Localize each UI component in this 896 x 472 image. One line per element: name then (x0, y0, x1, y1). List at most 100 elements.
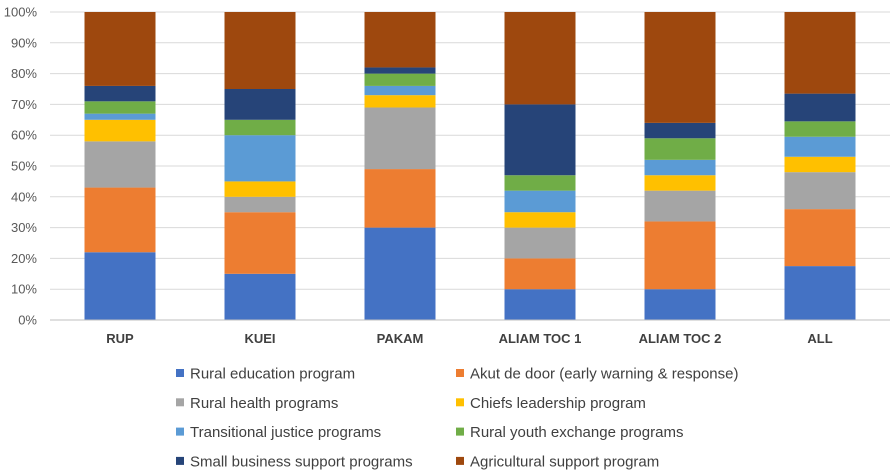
y-tick-label: 50% (11, 159, 37, 174)
bar-segment-akut-de-door-early-warning-response (84, 187, 156, 253)
legend-label: Akut de door (early warning & response) (470, 366, 738, 383)
bar-segment-small-business-support-programs (224, 89, 296, 120)
bar-segment-transitional-justice-programs (364, 85, 436, 96)
bar-segment-akut-de-door-early-warning-response (364, 169, 436, 228)
legend-swatch (176, 427, 184, 436)
legend-label: Rural youth exchange programs (470, 424, 683, 441)
y-tick-label: 30% (11, 220, 37, 235)
bar-segment-rural-education-program (504, 289, 576, 320)
bar-segment-rural-education-program (364, 227, 436, 320)
legend-swatch (176, 369, 184, 377)
legend-label: Rural health programs (190, 395, 338, 412)
y-axis-tick-labels: 0% 10% 20% 30% 40% 50% 60% 70% 80% 90% 100% (4, 5, 38, 328)
bar-stack-kuei (224, 12, 296, 320)
legend-swatch (176, 398, 184, 407)
bar-segment-agricultural-support-program (644, 12, 716, 123)
legend-item: Rural health programs (176, 395, 338, 412)
bar-segment-akut-de-door-early-warning-response (224, 212, 296, 274)
x-category-label: KUEI (244, 331, 275, 346)
legend-item: Agricultural support program (456, 453, 659, 470)
legend-item: Rural education program (176, 366, 355, 383)
bar-segment-small-business-support-programs (84, 85, 156, 102)
bar-segment-rural-health-programs (644, 190, 716, 222)
bar-segment-rural-youth-exchange-programs (364, 73, 436, 86)
bar-segment-small-business-support-programs (504, 104, 576, 176)
bar-segment-rural-youth-exchange-programs (784, 121, 856, 137)
bar-stack-all (784, 12, 856, 320)
y-tick-label: 100% (4, 5, 38, 20)
bar-segment-transitional-justice-programs (224, 135, 296, 182)
legend-swatch (456, 456, 464, 465)
y-tick-label: 20% (11, 251, 37, 266)
bar-segment-small-business-support-programs (644, 122, 716, 139)
bar-segment-rural-education-program (84, 252, 156, 320)
bar-segment-chiefs-leadership-program (84, 119, 156, 142)
legend-item: Transitional justice programs (176, 424, 381, 441)
bar-segment-rural-health-programs (784, 172, 856, 210)
bar-segment-chiefs-leadership-program (364, 95, 436, 108)
bar-segment-chiefs-leadership-program (644, 175, 716, 191)
bar-segment-transitional-justice-programs (784, 136, 856, 157)
bar-segment-agricultural-support-program (784, 12, 856, 94)
legend: Rural education program Akut de door (ear… (176, 366, 738, 470)
x-axis-category-labels: RUP KUEI PAKAM ALIAM TOC 1 ALIAM TOC 2 ALL (106, 331, 832, 346)
bar-segment-rural-health-programs (84, 141, 156, 188)
bar-segment-rural-youth-exchange-programs (644, 138, 716, 160)
bar-segment-akut-de-door-early-warning-response (644, 221, 716, 290)
bar-segment-transitional-justice-programs (84, 113, 156, 120)
legend-item: Akut de door (early warning & response) (456, 366, 738, 383)
bar-segment-small-business-support-programs (364, 67, 436, 74)
bar-segment-rural-education-program (784, 266, 856, 320)
bar-segment-rural-youth-exchange-programs (504, 175, 576, 191)
bar-segments (84, 12, 856, 320)
legend-label: Small business support programs (190, 453, 413, 470)
x-category-label: ALIAM TOC 1 (499, 331, 582, 346)
bar-segment-rural-health-programs (364, 107, 436, 170)
y-tick-label: 40% (11, 189, 37, 204)
bar-segment-agricultural-support-program (364, 12, 436, 68)
legend-swatch (176, 456, 184, 465)
bar-segment-transitional-justice-programs (504, 190, 576, 213)
y-tick-label: 60% (11, 128, 37, 143)
bar-segment-rural-education-program (644, 289, 716, 320)
x-category-label: RUP (106, 331, 134, 346)
bar-stack-aliam-toc-2 (644, 12, 716, 320)
bar-segment-agricultural-support-program (504, 12, 576, 105)
bar-segment-chiefs-leadership-program (504, 212, 576, 228)
bar-segment-agricultural-support-program (84, 12, 156, 86)
legend-label: Agricultural support program (470, 453, 659, 470)
legend-swatch (456, 427, 464, 436)
y-tick-label: 80% (11, 66, 37, 81)
y-tick-label: 0% (18, 313, 37, 328)
x-category-label: ALIAM TOC 2 (639, 331, 722, 346)
legend-item: Chiefs leadership program (456, 395, 646, 412)
x-category-label: ALL (807, 331, 832, 346)
legend-label: Chiefs leadership program (470, 395, 646, 412)
bar-segment-akut-de-door-early-warning-response (504, 258, 576, 290)
bar-stack-aliam-toc-1 (504, 12, 576, 320)
bar-segment-rural-health-programs (504, 227, 576, 259)
bar-segment-chiefs-leadership-program (224, 181, 296, 197)
legend-label: Transitional justice programs (190, 424, 381, 441)
y-tick-label: 90% (11, 35, 37, 50)
bar-segment-rural-youth-exchange-programs (224, 119, 296, 136)
legend-label: Rural education program (190, 366, 355, 383)
bar-segment-rural-health-programs (224, 196, 296, 213)
x-category-label: PAKAM (377, 331, 424, 346)
bar-segment-chiefs-leadership-program (784, 156, 856, 173)
bar-stack-rup (84, 12, 156, 320)
legend-item: Rural youth exchange programs (456, 424, 683, 441)
bar-segment-transitional-justice-programs (644, 159, 716, 176)
bar-segment-small-business-support-programs (784, 93, 856, 122)
legend-item: Small business support programs (176, 453, 413, 470)
bar-segment-agricultural-support-program (224, 12, 296, 89)
y-tick-label: 70% (11, 97, 37, 112)
legend-swatch (456, 398, 464, 407)
bar-stack-pakam (364, 12, 436, 320)
y-tick-label: 10% (11, 282, 37, 297)
gridlines (50, 11, 890, 290)
bar-segment-rural-education-program (224, 273, 296, 320)
legend-swatch (456, 369, 464, 377)
bar-segment-rural-youth-exchange-programs (84, 101, 156, 114)
